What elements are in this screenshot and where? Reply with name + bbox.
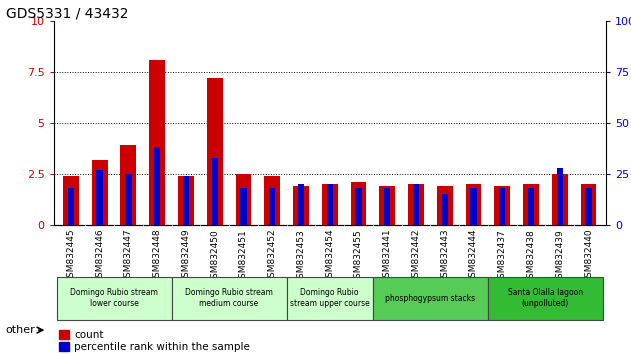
Bar — [150, 60, 165, 225]
Bar — [172, 277, 286, 320]
Bar — [373, 277, 488, 320]
Bar — [57, 277, 172, 320]
Bar — [384, 188, 391, 225]
Legend: count, percentile rank within the sample: count, percentile rank within the sample — [59, 330, 251, 352]
Bar — [379, 186, 395, 225]
Bar — [298, 184, 304, 225]
Text: GSM832447: GSM832447 — [124, 229, 133, 284]
Text: GSM832453: GSM832453 — [297, 229, 305, 284]
Bar — [413, 184, 419, 225]
Bar — [499, 188, 505, 225]
Text: GSM832450: GSM832450 — [210, 229, 219, 284]
Bar — [355, 188, 362, 225]
Bar — [121, 145, 136, 225]
Text: GSM832449: GSM832449 — [182, 229, 191, 284]
Text: GSM832437: GSM832437 — [498, 229, 507, 284]
Bar — [183, 176, 189, 225]
Text: Domingo Rubio stream
medium course: Domingo Rubio stream medium course — [185, 288, 273, 308]
Text: GSM832444: GSM832444 — [469, 229, 478, 283]
Bar — [470, 188, 476, 225]
Text: GSM832438: GSM832438 — [526, 229, 536, 284]
Bar — [586, 188, 592, 225]
Bar — [523, 184, 539, 225]
Bar — [91, 160, 107, 225]
Bar — [351, 182, 367, 225]
Text: Santa Olalla lagoon
(unpolluted): Santa Olalla lagoon (unpolluted) — [508, 288, 583, 308]
Bar — [207, 78, 223, 225]
Bar — [178, 176, 194, 225]
Bar — [240, 188, 247, 225]
Text: GSM832440: GSM832440 — [584, 229, 593, 284]
Text: GSM832443: GSM832443 — [440, 229, 449, 284]
Bar — [293, 186, 309, 225]
Text: GSM832455: GSM832455 — [354, 229, 363, 284]
Text: GSM832442: GSM832442 — [411, 229, 420, 283]
Bar — [125, 174, 132, 225]
Bar — [211, 158, 218, 225]
Text: Domingo Rubio
stream upper course: Domingo Rubio stream upper course — [290, 288, 370, 308]
Bar — [408, 184, 424, 225]
Text: GSM832445: GSM832445 — [66, 229, 75, 284]
Text: Domingo Rubio stream
lower course: Domingo Rubio stream lower course — [70, 288, 158, 308]
Text: GSM832439: GSM832439 — [555, 229, 564, 284]
Bar — [154, 147, 160, 225]
Text: GSM832448: GSM832448 — [153, 229, 162, 284]
Bar — [322, 184, 338, 225]
Bar — [97, 170, 103, 225]
Text: GSM832451: GSM832451 — [239, 229, 248, 284]
Bar — [286, 277, 373, 320]
Bar — [264, 176, 280, 225]
Text: GSM832454: GSM832454 — [325, 229, 334, 284]
Text: phosphogypsum stacks: phosphogypsum stacks — [386, 294, 475, 303]
Bar — [557, 168, 563, 225]
Text: GSM832446: GSM832446 — [95, 229, 104, 284]
Bar — [488, 277, 603, 320]
Bar — [63, 176, 79, 225]
Text: GSM832441: GSM832441 — [383, 229, 392, 284]
Text: GSM832452: GSM832452 — [268, 229, 276, 284]
Bar — [552, 174, 568, 225]
Bar — [581, 184, 596, 225]
Bar — [528, 188, 534, 225]
Text: other: other — [5, 325, 35, 335]
Bar — [269, 188, 275, 225]
Text: GDS5331 / 43432: GDS5331 / 43432 — [6, 6, 129, 20]
Bar — [235, 174, 251, 225]
Bar — [437, 186, 452, 225]
Bar — [326, 184, 333, 225]
Bar — [442, 194, 448, 225]
Bar — [466, 184, 481, 225]
Bar — [494, 186, 510, 225]
Bar — [68, 188, 74, 225]
